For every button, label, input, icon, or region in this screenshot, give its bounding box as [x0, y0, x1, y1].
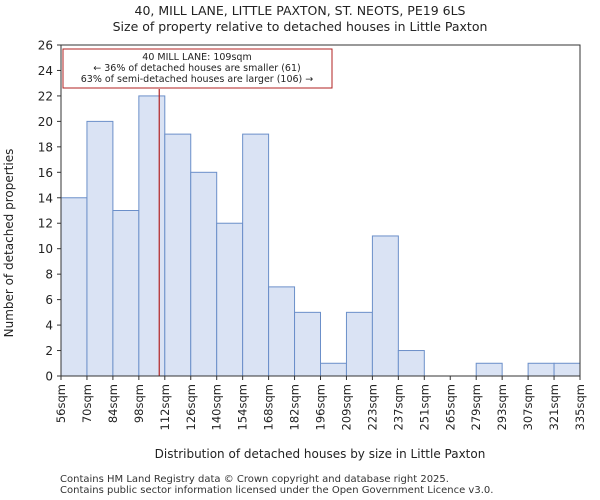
- x-tick-label: 84sqm: [106, 384, 120, 423]
- bar-196sqm: [320, 362, 347, 377]
- x-tick-label: 321sqm: [547, 384, 561, 430]
- y-tick-label: 22: [38, 89, 53, 103]
- bar-70sqm: [86, 120, 114, 377]
- x-tick-label: 251sqm: [417, 384, 431, 430]
- x-tick-label: 196sqm: [314, 384, 328, 430]
- annotation-line-3: 63% of semi-detached houses are larger (…: [81, 74, 314, 85]
- bar-84sqm: [112, 210, 140, 377]
- x-tick-label: 293sqm: [495, 384, 509, 430]
- x-tick-label: 140sqm: [210, 384, 224, 430]
- bar-168sqm: [268, 286, 296, 377]
- y-tick-label: 20: [38, 115, 53, 129]
- y-tick-label: 16: [38, 166, 53, 180]
- y-tick-label: 14: [38, 191, 53, 205]
- annotation-line-2: ← 36% of detached houses are smaller (61…: [93, 63, 300, 74]
- x-tick-label: 265sqm: [443, 384, 457, 430]
- y-tick-label: 6: [45, 293, 53, 307]
- bar-140sqm: [216, 222, 244, 377]
- y-tick-label: 26: [38, 39, 53, 53]
- x-tick-label: 56sqm: [54, 384, 68, 423]
- y-tick-label: 12: [38, 217, 53, 231]
- y-axis-label: Number of detached properties: [2, 149, 16, 338]
- bar-98sqm: [138, 95, 166, 377]
- y-tick-label: 4: [45, 319, 53, 333]
- x-tick-label: 112sqm: [158, 384, 172, 430]
- annotation-line-1: 40 MILL LANE: 109sqm: [142, 52, 251, 63]
- x-tick-label: 307sqm: [521, 384, 535, 430]
- x-axis-ticks: 56sqm 70sqm 84sqm 98sqm 112sqm 126sqm 140sqm 15…: [54, 376, 587, 430]
- bar-237sqm: [397, 350, 425, 377]
- x-tick-label: 168sqm: [262, 384, 276, 430]
- x-tick-label: 223sqm: [365, 384, 379, 430]
- y-tick-label: 24: [38, 64, 53, 78]
- x-tick-label: 279sqm: [469, 384, 483, 430]
- x-tick-label: 126sqm: [184, 384, 198, 430]
- x-tick-label: 209sqm: [339, 384, 353, 430]
- bar-126sqm: [190, 171, 218, 377]
- y-tick-label: 8: [45, 268, 53, 282]
- y-tick-label: 0: [45, 370, 53, 384]
- bar-321sqm: [553, 362, 581, 377]
- bar-307sqm: [527, 362, 555, 377]
- bar-209sqm: [345, 311, 373, 377]
- bar-223sqm: [371, 235, 399, 377]
- footer-line-1: Contains HM Land Registry data © Crown c…: [60, 474, 449, 485]
- x-tick-label: 182sqm: [288, 384, 302, 430]
- footer-line-2: Contains public sector information licen…: [60, 485, 494, 496]
- bar-154sqm: [242, 133, 270, 377]
- chart-subtitle: Size of property relative to detached ho…: [112, 19, 488, 34]
- bar-56sqm: [60, 197, 88, 377]
- y-tick-label: 10: [38, 242, 53, 256]
- bar-279sqm: [475, 362, 503, 377]
- plot-frame: [60, 44, 581, 377]
- x-tick-label: 335sqm: [573, 384, 587, 430]
- x-axis-label: Distribution of detached houses by size …: [155, 447, 486, 461]
- chart-title: 40, MILL LANE, LITTLE PAXTON, ST. NEOTS,…: [134, 3, 466, 18]
- x-tick-label: 154sqm: [236, 384, 250, 430]
- x-tick-label: 237sqm: [391, 384, 405, 430]
- x-tick-label: 98sqm: [132, 384, 146, 423]
- bars-group: [60, 95, 581, 377]
- x-tick-label: 70sqm: [80, 384, 94, 423]
- annotation-box: [62, 48, 333, 89]
- y-tick-label: 2: [45, 344, 53, 358]
- bar-182sqm: [294, 311, 321, 377]
- y-tick-label: 18: [38, 140, 53, 154]
- bar-112sqm: [164, 133, 192, 377]
